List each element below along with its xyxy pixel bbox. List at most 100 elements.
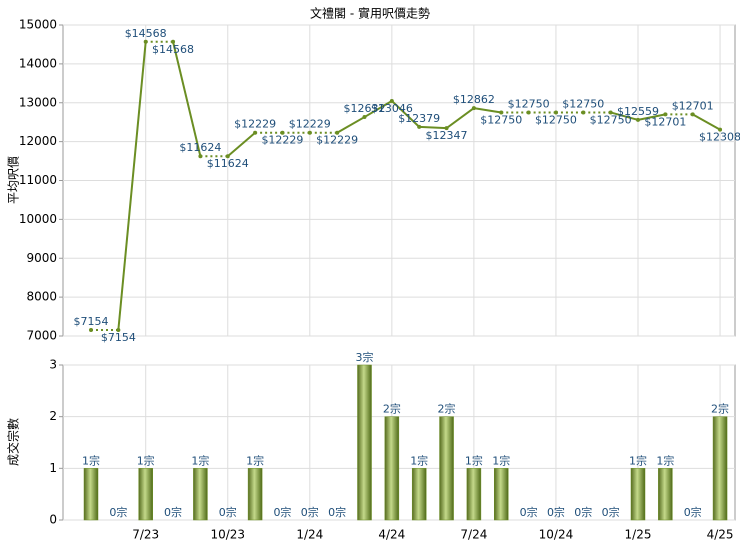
- value-label: $13046: [371, 102, 413, 115]
- value-label: $12750: [535, 113, 577, 126]
- x-tick-label: 1/24: [296, 528, 323, 542]
- bar: [357, 364, 372, 521]
- bar: [466, 468, 482, 521]
- value-label: 1宗: [465, 453, 483, 467]
- point: [389, 98, 394, 103]
- value-label: 0宗: [301, 505, 319, 519]
- point: [471, 106, 476, 111]
- line-segment: [637, 113, 666, 121]
- value-label: $12559: [617, 105, 659, 118]
- value-label: $7154: [74, 315, 109, 328]
- y-tick-label: 3: [49, 358, 57, 372]
- x-tick-label: 7/24: [460, 528, 487, 542]
- y-axis-title: 平均呎價: [7, 156, 21, 204]
- value-label: $14568: [125, 27, 167, 40]
- y-tick-label: 8000: [26, 290, 57, 304]
- line-segment: [692, 113, 721, 131]
- value-label: $12347: [426, 129, 468, 142]
- point: [89, 328, 93, 333]
- point: [253, 130, 258, 135]
- value-label: 1宗: [191, 453, 209, 467]
- y-axis-title: 成交宗數: [6, 418, 21, 466]
- line-segment: [117, 41, 147, 331]
- point: [608, 110, 613, 115]
- line-segment: [473, 107, 502, 114]
- value-label: $7154: [101, 331, 136, 344]
- value-label: 2宗: [438, 402, 456, 416]
- line-segment: [391, 100, 420, 128]
- y-tick-label: 14000: [19, 56, 57, 70]
- y-tick-label: 11000: [19, 173, 57, 187]
- point: [225, 154, 230, 159]
- x-tick-label: 1/25: [625, 528, 652, 542]
- value-label: 0宗: [273, 505, 291, 519]
- value-label: $12379: [398, 112, 440, 125]
- value-label: $11624: [207, 157, 249, 170]
- value-label: 2宗: [711, 402, 729, 416]
- line-segment: [172, 41, 202, 157]
- line-segment: [610, 111, 639, 121]
- value-label: $12750: [508, 97, 550, 110]
- value-label: 2宗: [383, 402, 401, 416]
- point: [718, 127, 723, 132]
- value-label: $12229: [316, 134, 358, 147]
- bar: [138, 468, 153, 521]
- y-tick-label: 2: [49, 409, 57, 423]
- value-label: $12229: [234, 118, 276, 131]
- value-label: 3宗: [356, 350, 374, 364]
- value-label: $12750: [590, 113, 632, 126]
- value-label: 0宗: [684, 505, 702, 519]
- y-tick-label: 13000: [19, 95, 57, 109]
- value-label: 0宗: [520, 505, 538, 519]
- value-label: 1宗: [492, 453, 510, 467]
- bar: [630, 468, 646, 521]
- point: [116, 328, 121, 333]
- line-segment: [363, 100, 393, 118]
- value-label: $12750: [562, 97, 604, 110]
- value-label: 0宗: [219, 505, 237, 519]
- y-tick-label: 15000: [19, 18, 57, 32]
- value-label: $11624: [179, 141, 221, 154]
- y-tick-label: 9000: [26, 251, 57, 265]
- value-label: 0宗: [164, 505, 182, 519]
- value-label: 1宗: [656, 453, 674, 467]
- bar: [494, 468, 509, 521]
- point: [526, 110, 531, 115]
- value-label: 1宗: [246, 453, 264, 467]
- value-label: 0宗: [602, 505, 620, 519]
- line-segment: [227, 131, 256, 158]
- value-label: $12632: [344, 102, 386, 115]
- bar: [193, 468, 208, 521]
- value-label: $12229: [289, 118, 331, 131]
- value-label: 0宗: [109, 505, 127, 519]
- bar: [712, 416, 728, 521]
- value-label: 1宗: [410, 453, 428, 467]
- value-label: 1宗: [82, 453, 100, 467]
- x-tick-label: 4/25: [707, 528, 734, 542]
- bar: [658, 468, 673, 521]
- value-label: 1宗: [137, 453, 155, 467]
- value-label: 1宗: [629, 453, 647, 467]
- line-segment: [336, 116, 365, 134]
- point: [307, 130, 312, 135]
- point: [335, 130, 340, 135]
- bar: [411, 468, 427, 521]
- point: [444, 126, 449, 131]
- value-label: $14568: [152, 43, 194, 56]
- value-label: $12308: [699, 131, 740, 144]
- bar: [384, 416, 400, 521]
- value-label: 0宗: [574, 505, 592, 519]
- point: [636, 117, 640, 122]
- x-tick-label: 4/24: [378, 528, 405, 542]
- bar: [247, 468, 263, 521]
- value-label: 0宗: [547, 505, 565, 519]
- value-label: $12750: [480, 113, 522, 126]
- point: [171, 39, 176, 44]
- point: [499, 110, 504, 115]
- y-tick-label: 7000: [26, 329, 57, 343]
- y-tick-label: 0: [49, 513, 57, 527]
- chart-title: 文禮閣 - 實用呎價走勢: [310, 6, 430, 21]
- x-tick-label: 7/23: [132, 528, 159, 542]
- line-segment: [419, 125, 447, 130]
